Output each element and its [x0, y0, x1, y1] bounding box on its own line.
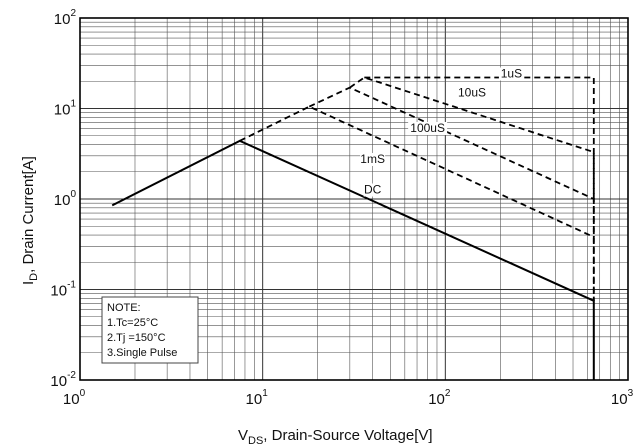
note-line: 3.Single Pulse	[107, 347, 177, 359]
y-tick-label: 100	[54, 189, 77, 209]
x-tick-label: 101	[246, 388, 269, 408]
note-line: 2.Tj =150°C	[107, 332, 166, 344]
curve-labels: 1uS 10uS 100uS 1mS DC	[360, 67, 524, 197]
curve-label-bg	[408, 121, 448, 135]
series-line-dc	[111, 139, 595, 380]
curve-label-bg	[498, 67, 524, 81]
curve-label-bg	[456, 86, 489, 100]
y-tick-labels: 10-2 10-1 100 101 102	[50, 8, 76, 390]
y-tick-label: 10-2	[50, 370, 76, 390]
curve-label-bg	[360, 152, 386, 166]
y-tick-label: 102	[54, 8, 77, 28]
x-tick-label: 103	[611, 388, 634, 408]
y-axis-label: ID, Drain Current[A]	[20, 156, 40, 285]
curve-label-bg	[363, 183, 382, 197]
x-axis-label: VDS, Drain-Source Voltage[V]	[238, 427, 433, 446]
grid	[80, 18, 628, 380]
series-group	[111, 76, 595, 380]
y-tick-label: 101	[54, 99, 77, 119]
series-line-10us	[349, 76, 595, 199]
x-tick-labels: 100 101 102 103	[63, 388, 634, 408]
curve-label: 100uS	[410, 121, 445, 135]
note-frame	[101, 296, 199, 364]
curve-label: 1mS	[360, 152, 385, 166]
x-tick-label: 102	[428, 388, 451, 408]
note-line: 1.Tc=25°C	[107, 317, 158, 329]
note-box: NOTE: 1.Tc=25°C 2.Tj =150°C 3.Single Pul…	[101, 296, 199, 364]
y-tick-label: 10-1	[50, 280, 76, 300]
plot-frame	[79, 17, 629, 381]
x-tick-label: 100	[63, 388, 86, 408]
note-line: NOTE:	[107, 302, 141, 314]
curve-label: 10uS	[458, 86, 486, 100]
curve-label: 1uS	[501, 67, 522, 81]
curve-label: DC	[364, 183, 382, 197]
